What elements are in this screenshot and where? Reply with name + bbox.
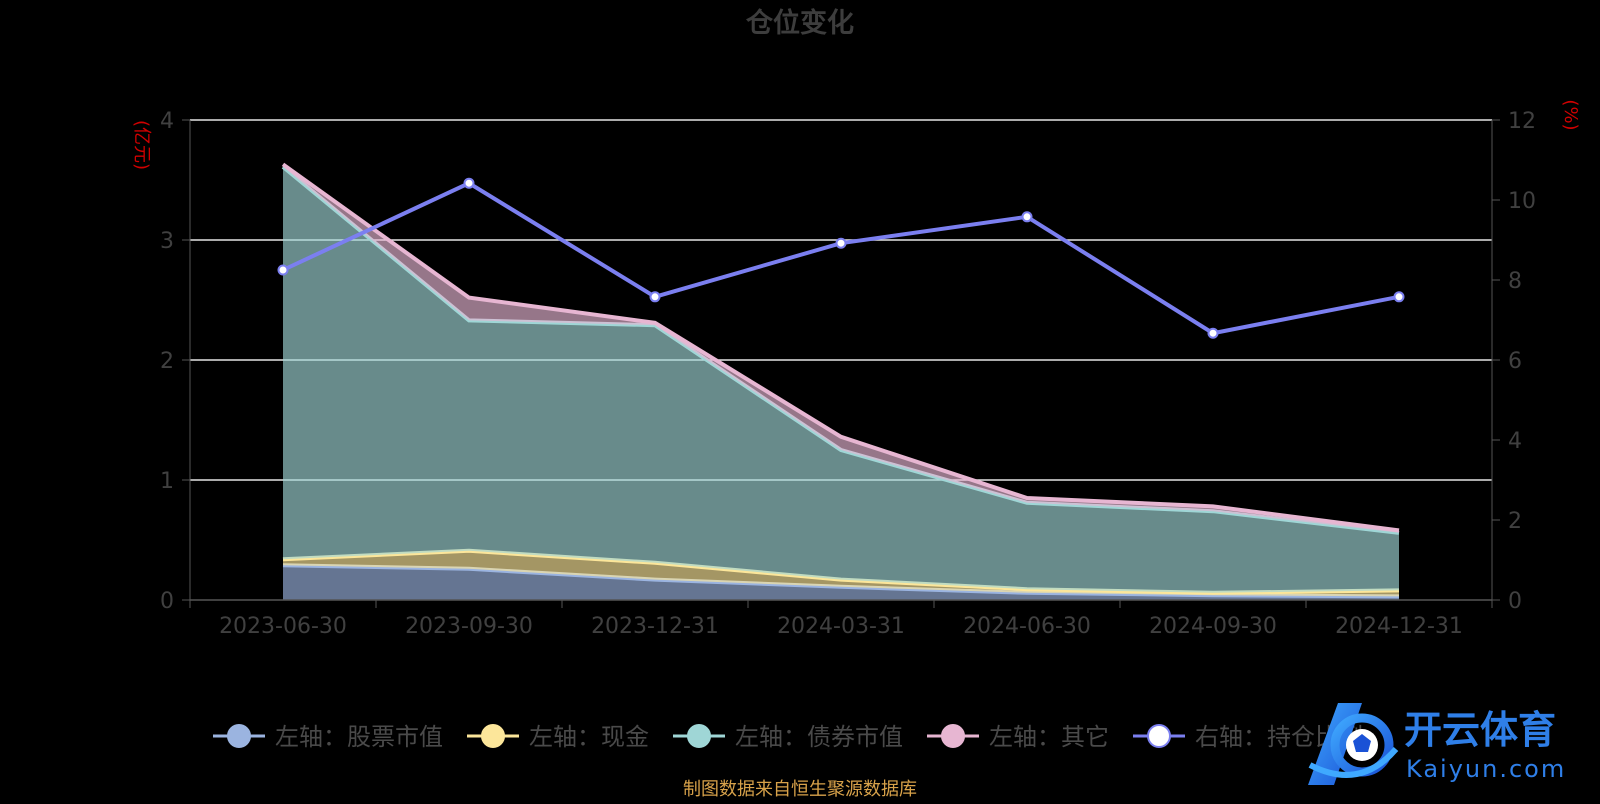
left-axis-unit: (亿元)	[131, 120, 152, 170]
area-edge-line	[281, 162, 1400, 533]
ratio-point	[649, 291, 661, 303]
left-axis-tick-label: 3	[160, 229, 174, 254]
ratio-point	[1207, 327, 1219, 339]
legend-label: 左轴：股票市值	[275, 723, 443, 751]
ratio-point	[1393, 291, 1405, 303]
brand-watermark: 开云体育 Kaiyun.com K	[1308, 703, 1566, 785]
legend-marker-icon	[941, 724, 965, 748]
x-axis-tick-label: 2024-12-31	[1335, 614, 1463, 639]
right-axis-tick-label: 0	[1508, 589, 1522, 614]
legend-label: 左轴：其它	[989, 723, 1109, 751]
x-axis-tick-label: 2023-12-31	[591, 614, 719, 639]
legend-label: 左轴：现金	[529, 723, 649, 751]
legend-marker-icon	[687, 724, 711, 748]
left-axis-tick-label: 0	[160, 589, 174, 614]
brand-name-cn: 开云体育	[1404, 708, 1556, 752]
ratio-point	[1021, 211, 1033, 223]
x-axis-tick-label: 2023-09-30	[405, 614, 533, 639]
right-axis-tick-label: 2	[1508, 509, 1522, 534]
area-fill	[283, 166, 1399, 593]
area-fill	[283, 565, 1399, 600]
right-axis-unit: (%)	[1560, 99, 1581, 130]
source-note: 制图数据来自恒生聚源数据库	[683, 779, 917, 800]
chart-title: 仓位变化	[745, 7, 854, 39]
x-axis-tick-label: 2024-09-30	[1149, 614, 1277, 639]
x-axis-tick-label: 2024-03-31	[777, 614, 905, 639]
position-ratio-line	[277, 177, 1405, 339]
right-axis-tick-label: 4	[1508, 429, 1522, 454]
stacked-areas	[281, 162, 1400, 600]
legend-label: 左轴：债券市值	[735, 723, 903, 751]
right-axis-tick-label: 10	[1508, 189, 1536, 214]
legend: 左轴：股票市值 左轴：现金 左轴：债券市值 左轴：其它 右轴：持仓比例	[213, 723, 1363, 751]
legend-marker-icon	[481, 724, 505, 748]
right-axis-tick-label: 12	[1508, 109, 1536, 134]
right-axis-tick-label: 6	[1508, 349, 1522, 374]
left-axis-tick-label: 4	[160, 109, 174, 134]
left-axis-tick-label: 2	[160, 349, 174, 374]
x-axis-tick-label: 2024-06-30	[963, 614, 1091, 639]
legend-marker-icon	[227, 724, 251, 748]
brand-name-en: Kaiyun.com	[1406, 755, 1566, 783]
ratio-point	[835, 237, 847, 249]
ratio-point	[463, 177, 475, 189]
right-axis-tick-label: 8	[1508, 269, 1522, 294]
legend-marker-icon	[1147, 724, 1171, 748]
x-axis-tick-label: 2023-06-30	[219, 614, 347, 639]
kaiyun-logo-icon	[1308, 703, 1399, 785]
area-fill	[283, 550, 1399, 597]
ratio-point	[277, 264, 289, 276]
left-axis-tick-label: 1	[160, 469, 174, 494]
